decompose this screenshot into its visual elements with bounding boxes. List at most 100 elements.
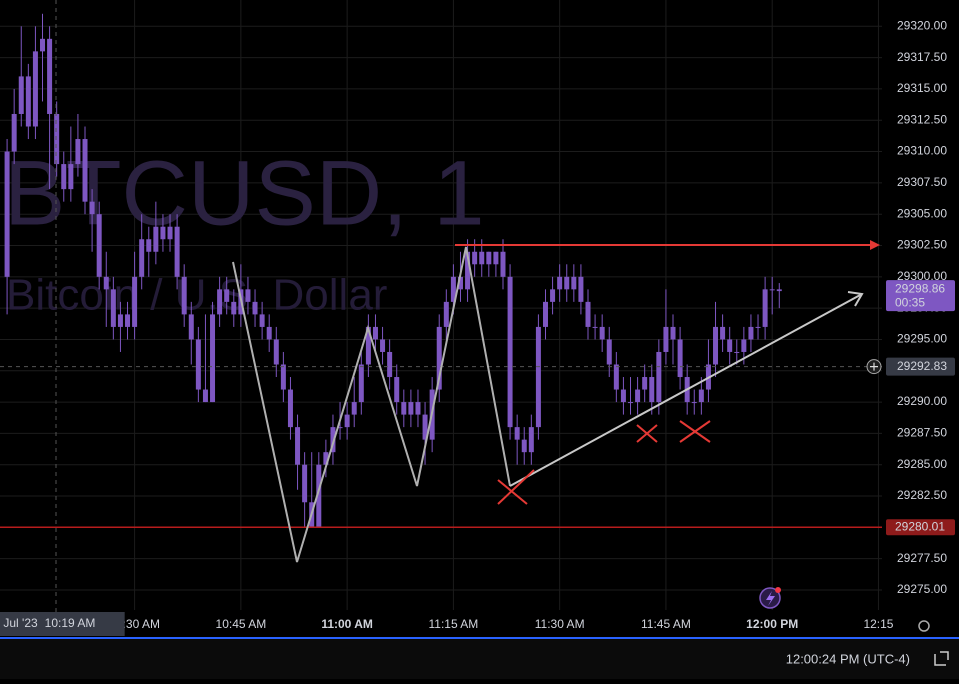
y-tick-label: 29307.50 xyxy=(897,175,947,189)
candle-body xyxy=(160,226,166,240)
candle-body xyxy=(146,239,152,252)
fullscreen-icon[interactable] xyxy=(934,651,949,666)
candle-body xyxy=(25,76,31,127)
candle-body xyxy=(443,301,449,327)
crosshair-date: 29 Jul '23 xyxy=(0,616,38,630)
candle-body xyxy=(195,339,201,390)
axes: 29275.0029277.5029280.0029282.5029285.00… xyxy=(0,18,955,636)
candle-body xyxy=(457,276,463,290)
candle-body xyxy=(500,251,506,277)
candle-body xyxy=(514,427,520,440)
candle-body xyxy=(507,276,513,428)
candle-body xyxy=(344,414,350,428)
alert-bolt xyxy=(766,591,775,606)
candle-body xyxy=(628,402,634,404)
candle-body xyxy=(75,139,81,165)
crosshair-time-box xyxy=(0,612,125,636)
crosshair-plus-sign xyxy=(870,362,878,371)
candle-body xyxy=(132,276,138,327)
candle-body xyxy=(358,364,364,403)
candle-body xyxy=(54,113,60,165)
candle-body xyxy=(401,402,407,415)
candle-body xyxy=(202,389,208,403)
crosshair-price: 29292.83 xyxy=(897,359,947,373)
candle-body xyxy=(103,276,109,290)
candle-body xyxy=(110,289,116,327)
candle-body xyxy=(550,289,556,302)
x-tick-label: 11:45 AM xyxy=(641,617,691,631)
candle-body xyxy=(40,38,46,52)
candle-body xyxy=(620,389,626,403)
candle-body xyxy=(18,76,24,114)
candle-body xyxy=(4,151,10,277)
candle-body xyxy=(188,314,194,340)
candle-body xyxy=(493,251,499,265)
y-tick-label: 29282.50 xyxy=(897,488,947,502)
candle-body xyxy=(68,164,74,190)
crosshair-time: 10:19 AM xyxy=(45,616,96,630)
x-tick-label: 11:15 AM xyxy=(428,617,478,631)
candle-body xyxy=(677,339,683,378)
x-tick-label: 11:00 AM xyxy=(321,617,373,631)
candle-body xyxy=(259,314,265,327)
candle-body xyxy=(606,339,612,365)
candle-body xyxy=(139,239,145,277)
candle-body xyxy=(167,226,173,240)
y-tick-label: 29320.00 xyxy=(897,18,947,32)
candle-body xyxy=(479,251,485,265)
settings-icon[interactable] xyxy=(918,620,930,632)
candle-body xyxy=(762,289,768,327)
y-tick-label: 29275.00 xyxy=(897,582,947,596)
countdown: 00:35 xyxy=(895,295,925,309)
candle-body xyxy=(117,314,123,327)
candle-body xyxy=(32,51,38,127)
candle-body xyxy=(698,389,704,403)
candle-body xyxy=(408,402,414,415)
candle-body xyxy=(245,289,251,302)
candle-body xyxy=(365,326,371,365)
clock: 12:00:24 PM (UTC-4) xyxy=(786,651,910,666)
y-tick-label: 29277.50 xyxy=(897,551,947,565)
y-tick-label: 29295.00 xyxy=(897,332,947,346)
candle-body xyxy=(691,402,697,404)
candle-body xyxy=(273,339,279,365)
candle-body xyxy=(649,377,655,403)
candle-body xyxy=(465,251,471,290)
candle-body xyxy=(486,251,492,265)
candle-body xyxy=(125,314,131,327)
candle-body xyxy=(231,301,237,315)
candle-body xyxy=(670,326,676,340)
candle-body xyxy=(47,38,53,114)
candle-body xyxy=(436,326,442,390)
candle-body xyxy=(592,326,598,328)
candle-body xyxy=(210,314,216,403)
y-tick-label: 29315.00 xyxy=(897,81,947,95)
candle-body xyxy=(302,464,308,503)
trend-line xyxy=(509,293,863,487)
candle-body xyxy=(252,301,258,315)
candle-body xyxy=(472,251,478,265)
candle-body xyxy=(542,301,548,327)
support-label-box xyxy=(886,519,955,536)
x-tick-label: 11:30 AM xyxy=(535,617,585,631)
candle-body xyxy=(224,289,230,302)
candle-body xyxy=(82,139,88,202)
last-price: 29298.86 xyxy=(895,281,945,295)
candle-body xyxy=(372,326,378,340)
crosshair-price-box xyxy=(886,357,955,376)
candle-body xyxy=(557,276,563,290)
y-tick-label: 29285.00 xyxy=(897,457,947,471)
candle-body xyxy=(613,364,619,390)
candle-body xyxy=(450,276,456,302)
y-tick-label: 29290.00 xyxy=(897,394,947,408)
candle-body xyxy=(387,351,393,378)
watermark-description: Bitcoin / U.S. Dollar xyxy=(6,271,387,320)
candle-body xyxy=(153,226,159,252)
candle-body xyxy=(776,289,782,292)
candle-body xyxy=(351,402,357,415)
y-tick-label: 29310.00 xyxy=(897,144,947,158)
candle-body xyxy=(564,276,570,290)
trend-arrowhead xyxy=(847,291,864,307)
alert-dot xyxy=(775,587,781,593)
